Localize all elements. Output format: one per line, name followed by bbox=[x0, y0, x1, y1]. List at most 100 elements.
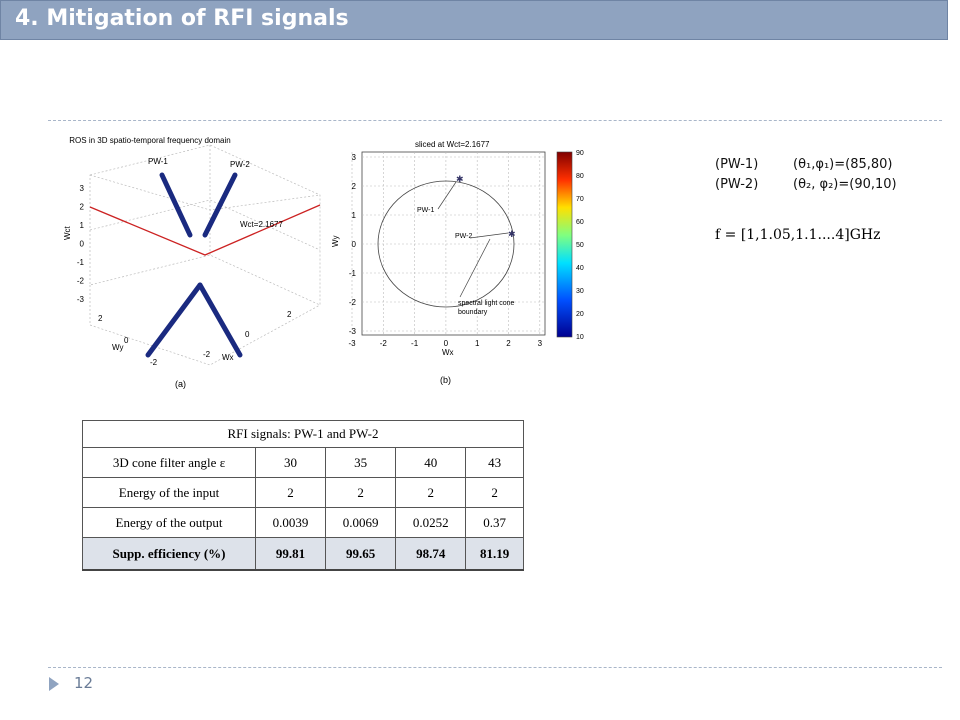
tick-label: 3 bbox=[80, 184, 85, 193]
tick-label: -2 bbox=[349, 298, 357, 307]
marker: ✱ bbox=[508, 229, 516, 239]
fig-b-title: sliced at Wct=2.1677 bbox=[415, 140, 490, 149]
table-cell: 2 bbox=[395, 477, 467, 508]
plot-b-frame bbox=[361, 151, 546, 336]
table-cell: 2 bbox=[465, 477, 524, 508]
table-cell: 35 bbox=[325, 447, 397, 478]
tick-label: 2 bbox=[352, 182, 357, 191]
tick-label: 2 bbox=[506, 339, 511, 348]
row-header: Supp. efficiency (%) bbox=[82, 537, 256, 571]
table-cell: 0.0069 bbox=[325, 507, 397, 538]
caption: (a) bbox=[175, 379, 186, 389]
tick-label: 1 bbox=[475, 339, 480, 348]
tick-label: 30 bbox=[576, 288, 584, 295]
fig-b-label: PW-2 bbox=[455, 233, 472, 240]
cone-boundary bbox=[377, 180, 515, 308]
fig-a-label: PW-1 bbox=[148, 157, 168, 166]
table-row: Energy of the output 0.0039 0.0069 0.0252 0.… bbox=[82, 507, 524, 538]
tick-label: 3 bbox=[538, 339, 543, 348]
table-cell: 30 bbox=[254, 447, 327, 478]
bullet bbox=[49, 677, 59, 691]
marker: ✱ bbox=[456, 174, 464, 184]
tick-label: 10 bbox=[576, 334, 584, 341]
tick-label: 0 bbox=[352, 240, 357, 249]
row-header: Energy of the input bbox=[82, 477, 256, 508]
fig-b-label: PW-1 bbox=[417, 207, 434, 214]
tick-label: -2 bbox=[150, 358, 158, 367]
table-cell: 81.19 bbox=[465, 537, 524, 571]
fig-a-title: ROS in 3D spatio-temporal frequency doma… bbox=[69, 136, 230, 145]
fig-b-label: spectral light cone bbox=[458, 300, 515, 307]
axis-label: Wct bbox=[63, 225, 72, 240]
note-name: (PW-1) bbox=[715, 157, 759, 172]
axis-label: Wy bbox=[331, 236, 340, 247]
table-cell: 0.0252 bbox=[395, 507, 467, 538]
table-cell: 98.74 bbox=[395, 537, 467, 571]
note-row: (PW-2) (θ₂, φ₂)=(90,10) bbox=[715, 175, 897, 195]
table-row: 3D cone filter angle ε 30 35 40 43 bbox=[82, 447, 524, 478]
tick-label: 80 bbox=[576, 173, 584, 180]
tick-label: -1 bbox=[77, 258, 85, 267]
tick-label: -3 bbox=[349, 327, 357, 336]
tick-label: 2 bbox=[80, 203, 85, 212]
tick-label: 3 bbox=[352, 153, 357, 162]
page-number: 12 bbox=[74, 674, 94, 692]
tick-label: 90 bbox=[576, 150, 584, 157]
colorbar bbox=[556, 151, 573, 338]
row-header: Energy of the output bbox=[82, 507, 256, 538]
table-cell: 40 bbox=[395, 447, 467, 478]
figures: ROS in 3D spatio-temporal frequency doma… bbox=[63, 136, 584, 389]
tick-label: 0 bbox=[444, 339, 449, 348]
tick-label: 40 bbox=[576, 265, 584, 272]
tick-label: 1 bbox=[352, 211, 357, 220]
table-cell: 43 bbox=[465, 447, 524, 478]
notes: (PW-1) (θ₁,φ₁)=(85,80) (PW-2) (θ₂, φ₂)=(90… bbox=[715, 155, 897, 195]
fig-a-label: Wct=2.1677 bbox=[240, 220, 283, 229]
tick-label: 70 bbox=[576, 196, 584, 203]
arrows bbox=[437, 181, 509, 298]
tick-label: -3 bbox=[348, 339, 356, 348]
caption: (b) bbox=[440, 375, 451, 385]
fig-a-lines bbox=[145, 172, 243, 358]
tick-label: 2 bbox=[98, 314, 103, 323]
tick-label: -2 bbox=[77, 277, 85, 286]
header-bar: 4. Mitigation of RFI signals bbox=[0, 0, 948, 40]
results-table: RFI signals: PW-1 and PW-2 3D cone filte… bbox=[82, 420, 524, 571]
table-cell: 2 bbox=[254, 477, 327, 508]
frequency: f = [1,1.05,1.1....4]GHz bbox=[715, 227, 881, 243]
tick-label: 50 bbox=[576, 242, 584, 249]
axis-label: Wx bbox=[442, 348, 454, 357]
tick-label: -1 bbox=[349, 269, 357, 278]
tick-label: 0 bbox=[245, 330, 250, 339]
slice-plane bbox=[89, 204, 321, 256]
row-header: 3D cone filter angle ε bbox=[82, 447, 256, 478]
table-row: Supp. efficiency (%) 99.81 99.65 98.74 81.19 bbox=[82, 537, 524, 571]
table-cell: 2 bbox=[325, 477, 397, 508]
tick-label: -2 bbox=[203, 350, 211, 359]
axis-label: Wx bbox=[222, 353, 234, 362]
tick-label: 60 bbox=[576, 219, 584, 226]
tick-label: 2 bbox=[287, 310, 292, 319]
tick-label: 0 bbox=[80, 240, 85, 249]
divider bbox=[48, 667, 942, 668]
fig-b-label: boundary bbox=[458, 309, 488, 316]
note-row: (PW-1) (θ₁,φ₁)=(85,80) bbox=[715, 155, 897, 175]
table-row: Energy of the input 2 2 2 2 bbox=[82, 477, 524, 508]
table-cell: 99.81 bbox=[254, 537, 327, 571]
tick-label: 1 bbox=[80, 221, 85, 230]
table-cell: 99.65 bbox=[325, 537, 397, 571]
table-title-row: RFI signals: PW-1 and PW-2 bbox=[82, 420, 524, 448]
slide-title: 4. Mitigation of RFI signals bbox=[15, 6, 349, 31]
note-name: (PW-2) bbox=[715, 177, 759, 192]
tick-label: -2 bbox=[380, 339, 388, 348]
axis-label: Wy bbox=[112, 343, 123, 352]
table-title: RFI signals: PW-1 and PW-2 bbox=[82, 420, 524, 448]
tick-label: -1 bbox=[411, 339, 419, 348]
table-cell: 0.0039 bbox=[254, 507, 327, 538]
divider bbox=[48, 120, 942, 121]
table-cell: 0.37 bbox=[465, 507, 524, 538]
note-angles: (θ₁,φ₁)=(85,80) bbox=[793, 157, 893, 172]
fig-a-label: PW-2 bbox=[230, 160, 250, 169]
tick-label: -3 bbox=[77, 295, 85, 304]
